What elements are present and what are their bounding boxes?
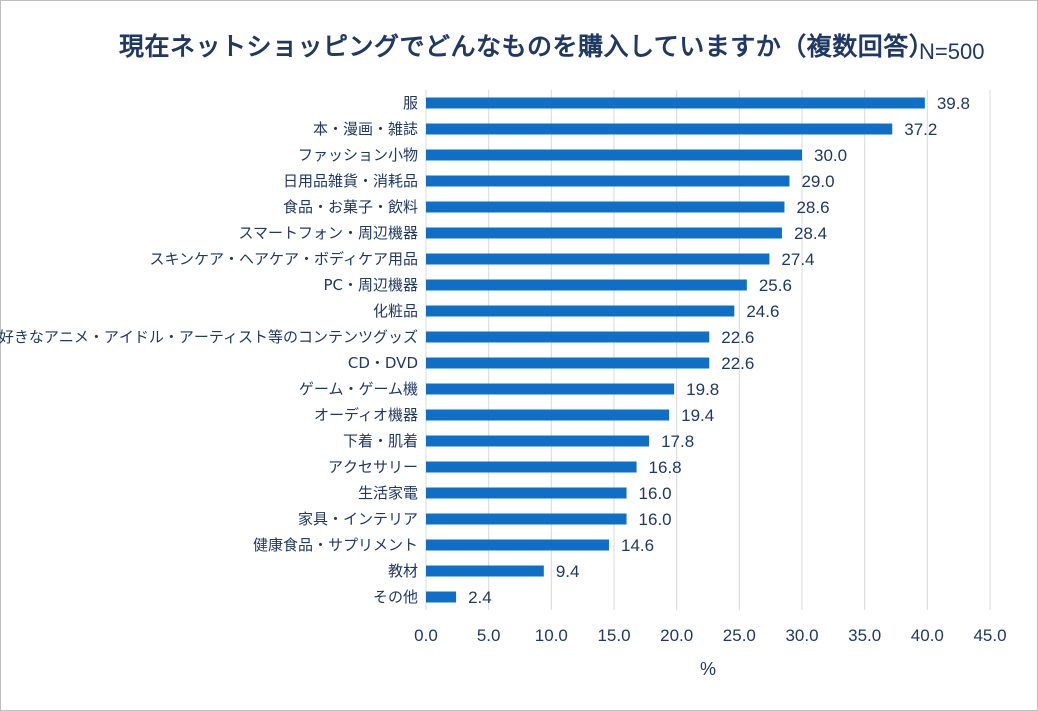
value-label: 2.4 bbox=[468, 588, 492, 607]
category-label: 好きなアニメ・アイドル・アーティスト等のコンテンツグッズ bbox=[0, 328, 418, 346]
category-label: スマートフォン・周辺機器 bbox=[238, 224, 418, 242]
bar bbox=[426, 591, 457, 603]
bar bbox=[426, 357, 710, 369]
value-label: 16.0 bbox=[639, 484, 672, 503]
category-labels: 服本・漫画・雑誌ファッション小物日用品雑貨・消耗品食品・お菓子・飲料スマートフォ… bbox=[0, 94, 418, 606]
bar bbox=[426, 227, 782, 239]
value-label: 22.6 bbox=[721, 354, 754, 373]
x-tick-label: 20.0 bbox=[660, 626, 693, 645]
value-label: 25.6 bbox=[759, 276, 792, 295]
category-label: 下着・肌着 bbox=[343, 432, 418, 450]
bar bbox=[426, 149, 802, 161]
x-tick-label: 0.0 bbox=[414, 626, 438, 645]
bars bbox=[426, 97, 925, 603]
category-label: 日用品雑貨・消耗品 bbox=[283, 172, 418, 190]
category-label: 教材 bbox=[388, 562, 418, 580]
category-label: オーディオ機器 bbox=[314, 406, 418, 424]
bar bbox=[426, 383, 675, 395]
x-tick-label: 40.0 bbox=[911, 626, 944, 645]
category-label: 服 bbox=[403, 94, 418, 112]
category-label: アクセサリー bbox=[328, 458, 418, 476]
bar bbox=[426, 201, 785, 213]
value-label: 22.6 bbox=[721, 328, 754, 347]
bar bbox=[426, 305, 735, 317]
value-label: 19.4 bbox=[681, 406, 714, 425]
category-label: ファッション小物 bbox=[298, 146, 418, 164]
category-label: その他 bbox=[373, 588, 418, 606]
x-tick-label: 5.0 bbox=[477, 626, 501, 645]
category-label: 家具・インテリア bbox=[298, 510, 418, 528]
bar bbox=[426, 435, 650, 447]
value-label: 16.0 bbox=[639, 510, 672, 529]
bar bbox=[426, 97, 925, 109]
category-label: 本・漫画・雑誌 bbox=[313, 120, 418, 138]
category-label: 健康食品・サプリメント bbox=[253, 536, 418, 554]
value-label: 27.4 bbox=[781, 250, 814, 269]
x-tick-labels: 0.0 5.0 10.0 15.0 20.0 25.0 30.0 35.0 40.0 45.0 bbox=[414, 626, 1006, 645]
x-tick-label: 25.0 bbox=[723, 626, 756, 645]
bar bbox=[426, 565, 544, 577]
bar bbox=[426, 487, 627, 499]
bar bbox=[426, 175, 790, 187]
value-label: 30.0 bbox=[814, 146, 847, 165]
value-label: 19.8 bbox=[686, 380, 719, 399]
value-labels: 39.837.2 30.0 29.0 28.6 28.4 27.4 25.6 24.6 22.6… bbox=[468, 94, 970, 607]
value-label: 16.8 bbox=[649, 458, 682, 477]
value-label: 37.2 bbox=[904, 120, 937, 139]
category-label: スキンケア・ヘアケア・ボディケア用品 bbox=[149, 250, 418, 268]
bar bbox=[426, 409, 670, 421]
bar bbox=[426, 539, 609, 551]
gridlines bbox=[425, 90, 991, 610]
x-tick-label: 35.0 bbox=[848, 626, 881, 645]
bar bbox=[426, 331, 710, 343]
category-label: PC・周辺機器 bbox=[323, 276, 418, 294]
category-label: 化粧品 bbox=[373, 302, 418, 320]
x-tick-label: 10.0 bbox=[535, 626, 568, 645]
bar bbox=[426, 513, 627, 525]
x-tick-label: 15.0 bbox=[597, 626, 630, 645]
value-label: 14.6 bbox=[621, 536, 654, 555]
bar bbox=[426, 279, 747, 291]
value-label: 9.4 bbox=[556, 562, 580, 581]
value-label: 28.6 bbox=[796, 198, 829, 217]
category-label: CD・DVD bbox=[348, 354, 418, 372]
value-label: 17.8 bbox=[661, 432, 694, 451]
bar bbox=[426, 253, 770, 265]
x-axis-label: % bbox=[700, 659, 716, 679]
x-tick-label: 30.0 bbox=[785, 626, 818, 645]
value-label: 39.8 bbox=[937, 94, 970, 113]
value-label: 24.6 bbox=[746, 302, 779, 321]
chart-title: 現在ネットショッピングでどんなものを購入していますか（複数回答） bbox=[119, 32, 935, 61]
value-label: 29.0 bbox=[801, 172, 834, 191]
category-label: 食品・お菓子・飲料 bbox=[283, 198, 418, 216]
x-tick-label: 45.0 bbox=[973, 626, 1006, 645]
category-label: 生活家電 bbox=[358, 484, 418, 502]
bar bbox=[426, 123, 893, 135]
sample-size-label: N=500 bbox=[919, 39, 985, 64]
value-label: 28.4 bbox=[794, 224, 827, 243]
bar bbox=[426, 461, 637, 473]
category-label: ゲーム・ゲーム機 bbox=[299, 380, 418, 398]
